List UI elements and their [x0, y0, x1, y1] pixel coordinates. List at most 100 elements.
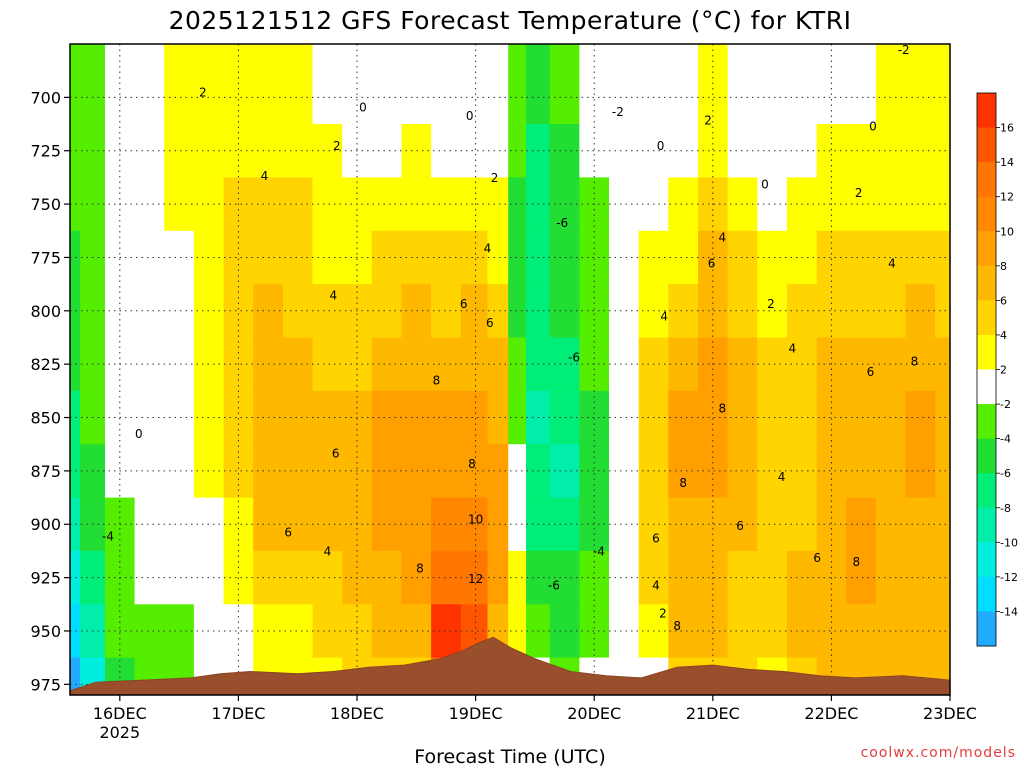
temperature-cell: [312, 497, 343, 552]
temperature-cell: [668, 604, 699, 659]
temperature-cell: [134, 497, 165, 552]
temperature-cell: [846, 44, 877, 125]
temperature-cell: [816, 390, 847, 445]
temperature-cell: [312, 390, 343, 445]
temperature-cell: [70, 230, 81, 285]
temperature-cell: [487, 550, 509, 605]
temperature-cell: [757, 337, 788, 392]
temperature-cell: [487, 177, 509, 232]
colorbar-bin: [977, 162, 996, 198]
temperature-cell: [431, 604, 462, 659]
y-tick-label: 975: [30, 675, 61, 694]
contour-label: 4: [888, 256, 896, 270]
temperature-cell: [508, 444, 527, 499]
colorbar-bin: [977, 334, 996, 370]
temperature-cell: [70, 337, 81, 392]
temperature-cell: [508, 550, 527, 605]
temperature-cell: [312, 44, 343, 125]
temperature-cell: [757, 550, 788, 605]
y-tick-label: 825: [30, 355, 61, 374]
temperature-cell: [70, 284, 81, 339]
temperature-cell: [70, 604, 81, 659]
y-tick-label: 750: [30, 195, 61, 214]
contour-label: 2: [199, 86, 207, 100]
temperature-cell: [164, 337, 195, 392]
temperature-cell: [70, 657, 81, 695]
temperature-cell: [579, 390, 610, 445]
contour-label: 0: [359, 101, 367, 115]
contour-label: 2: [855, 186, 863, 200]
y-tick-label: 925: [30, 569, 61, 588]
temperature-cell: [668, 44, 699, 125]
contour-label: 2: [333, 139, 341, 153]
temperature-cell: [487, 284, 509, 339]
contour-label: 8: [679, 476, 687, 490]
contour-label: -4: [102, 530, 114, 544]
temperature-cell: [371, 337, 402, 392]
temperature-cell: [816, 497, 847, 552]
contour-label: -6: [548, 579, 560, 593]
contour-label: 4: [778, 470, 786, 484]
contour-label: -4: [593, 545, 605, 559]
temperature-cell: [223, 444, 254, 499]
temperature-cell: [164, 444, 195, 499]
temperature-cell: [460, 337, 489, 392]
temperature-cell: [487, 337, 509, 392]
temperature-cell: [935, 337, 950, 392]
colorbar-tick-label: 14: [1000, 156, 1014, 169]
contour-label: 8: [468, 457, 476, 471]
temperature-cell: [668, 497, 699, 552]
temperature-cell: [609, 44, 640, 125]
temperature-cell: [846, 390, 877, 445]
temperature-cell: [487, 390, 509, 445]
x-tick-label: 19DEC: [449, 704, 503, 723]
temperature-cell: [487, 124, 509, 178]
contour-label: 0: [869, 120, 877, 134]
temperature-cell: [371, 390, 402, 445]
contour-label: 6: [708, 256, 716, 270]
y-tick-label: 850: [30, 409, 61, 428]
credit-text: coolwx.com/models: [861, 745, 1016, 761]
temperature-cell: [609, 604, 640, 659]
colorbar-bin: [977, 93, 996, 128]
contour-label: -2: [612, 105, 624, 119]
temperature-cell: [223, 390, 254, 445]
temperature-cell: [757, 177, 788, 232]
x-year-label: 2025: [99, 723, 140, 742]
contour-label: 6: [486, 316, 494, 330]
temperature-cell: [431, 390, 462, 445]
colorbar-bin: [977, 576, 996, 612]
colorbar-tick-label: -12: [1000, 571, 1018, 584]
contour-label: 6: [332, 446, 340, 460]
contour-label: 2: [491, 171, 499, 185]
x-axis-label: Forecast Time (UTC): [414, 746, 605, 768]
temperature-cell: [846, 284, 877, 339]
y-tick-label: 725: [30, 142, 61, 161]
colorbar-tick-label: -2: [1000, 398, 1011, 411]
temperature-cell: [935, 230, 950, 285]
temperature-cell: [223, 284, 254, 339]
temperature-cell: [70, 444, 81, 499]
temperature-cell: [816, 230, 847, 285]
temperature-cell: [282, 230, 314, 285]
contour-label: 6: [652, 532, 660, 546]
temperature-cell: [609, 124, 640, 178]
colorbar-tick-label: 8: [1000, 260, 1007, 273]
temperature-cell: [609, 177, 640, 232]
temperature-cell: [70, 44, 81, 125]
temperature-cell: [905, 604, 936, 659]
plot-frame: [69, 43, 951, 696]
temperature-cell: [508, 177, 527, 232]
temperature-cell: [134, 124, 165, 178]
temperature-cell: [668, 444, 699, 499]
temperature-cell: [431, 497, 462, 552]
contour-label: 8: [416, 562, 424, 576]
temperature-cell: [193, 44, 225, 125]
x-tick-label: 23DEC: [923, 704, 977, 723]
terrain-fill: [70, 636, 950, 695]
temperature-cell: [164, 390, 195, 445]
colorbar-bin: [977, 507, 996, 543]
